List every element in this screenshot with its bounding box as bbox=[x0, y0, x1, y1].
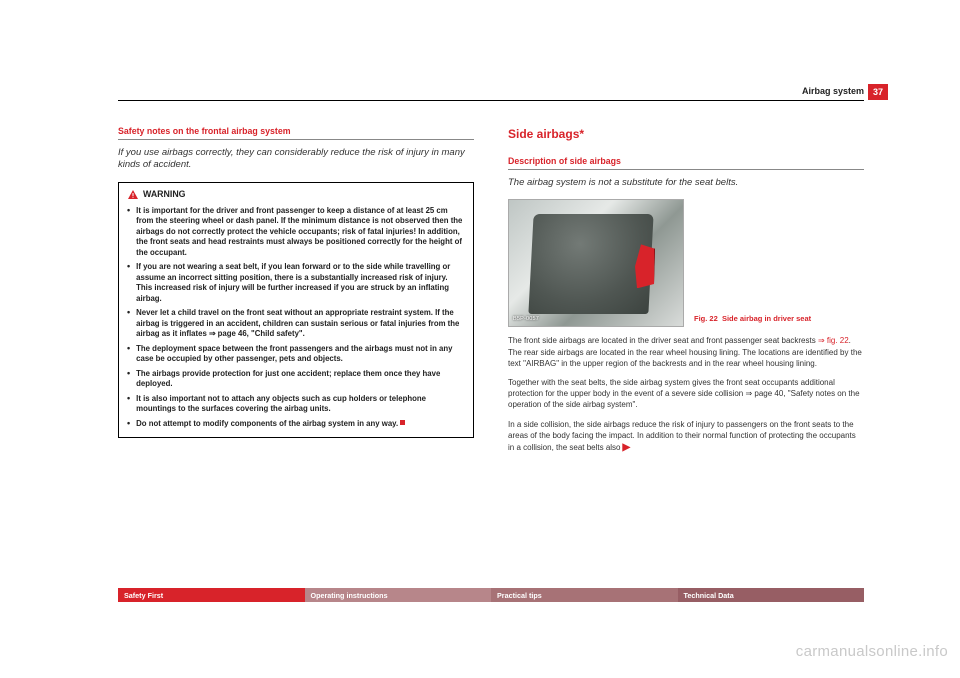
figure-image: B5P-0057 bbox=[508, 199, 684, 327]
warning-triangle-icon bbox=[127, 189, 139, 201]
seat-shape bbox=[528, 214, 653, 314]
footer-tabs: Safety First Operating instructions Prac… bbox=[118, 588, 864, 602]
warning-text: It is also important not to attach any o… bbox=[136, 394, 465, 415]
bullet-dot-icon: • bbox=[127, 308, 130, 340]
body-paragraph: In a side collision, the side airbags re… bbox=[508, 419, 864, 455]
warning-bullet: • It is also important not to attach any … bbox=[127, 394, 465, 415]
warning-bullet: • Do not attempt to modify components of … bbox=[127, 419, 465, 430]
figure-caption: Fig. 22 Side airbag in driver seat bbox=[694, 314, 814, 323]
warning-bullet: •If you are not wearing a seat belt, if … bbox=[127, 262, 465, 304]
content-columns: Safety notes on the frontal airbag syste… bbox=[118, 126, 864, 455]
bullet-dot-icon: • bbox=[127, 262, 130, 304]
figure-number: Fig. 22 bbox=[694, 314, 718, 323]
chapter-title: Airbag system bbox=[118, 86, 864, 96]
figure-crossref: ⇒ fig. 22 bbox=[818, 336, 849, 345]
right-column: Side airbags* Description of side airbag… bbox=[508, 126, 864, 455]
para-text: In a side collision, the side airbags re… bbox=[508, 420, 856, 452]
warning-bullet: •It is important for the driver and fron… bbox=[127, 206, 465, 259]
warning-text: It is important for the driver and front… bbox=[136, 206, 465, 259]
warning-bullet: • The deployment space between the front … bbox=[127, 344, 465, 365]
warning-text: The deployment space between the front p… bbox=[136, 344, 465, 365]
right-subsection-title: Description of side airbags bbox=[508, 156, 864, 170]
bullet-dot-icon: • bbox=[127, 394, 130, 415]
watermark: carmanualsonline.info bbox=[796, 643, 948, 660]
bullet-dot-icon: • bbox=[127, 206, 130, 259]
figure-image-code: B5P-0057 bbox=[513, 316, 539, 323]
warning-bullet: • The airbags provide protection for just… bbox=[127, 369, 465, 390]
footer-tab-operating: Operating instructions bbox=[305, 588, 492, 602]
bullet-dot-icon: • bbox=[127, 369, 130, 390]
warning-text: Never let a child travel on the front se… bbox=[136, 308, 465, 340]
page-content: Airbag system 37 Safety notes on the fro… bbox=[118, 100, 864, 600]
warning-text-inner: Do not attempt to modify components of t… bbox=[136, 419, 398, 428]
warning-text: If you are not wearing a seat belt, if y… bbox=[136, 262, 465, 304]
warning-label: WARNING bbox=[143, 189, 186, 201]
figure-22: B5P-0057 Fig. 22 Side airbag in driver s… bbox=[508, 199, 864, 327]
continue-arrow-icon: ▶ bbox=[623, 442, 631, 453]
end-square-icon bbox=[400, 420, 405, 425]
left-intro: If you use airbags correctly, they can c… bbox=[118, 147, 474, 172]
warning-header: WARNING bbox=[127, 189, 465, 201]
footer-tab-safety: Safety First bbox=[118, 588, 305, 602]
page-number-badge: 37 bbox=[868, 84, 888, 100]
left-column: Safety notes on the frontal airbag syste… bbox=[118, 126, 474, 455]
left-section-title: Safety notes on the frontal airbag syste… bbox=[118, 126, 474, 140]
warning-text: Do not attempt to modify components of t… bbox=[136, 419, 465, 430]
bullet-dot-icon: • bbox=[127, 419, 130, 430]
right-section-title: Side airbags* bbox=[508, 126, 864, 142]
warning-text: The airbags provide protection for just … bbox=[136, 369, 465, 390]
header-rule bbox=[118, 100, 864, 101]
figure-caption-text: Side airbag in driver seat bbox=[722, 314, 811, 323]
footer-tab-technical: Technical Data bbox=[678, 588, 865, 602]
right-intro: The airbag system is not a substitute fo… bbox=[508, 177, 864, 189]
warning-box: WARNING •It is important for the driver … bbox=[118, 182, 474, 439]
warning-bullet: •Never let a child travel on the front s… bbox=[127, 308, 465, 340]
bullet-dot-icon: • bbox=[127, 344, 130, 365]
body-paragraph: Together with the seat belts, the side a… bbox=[508, 377, 864, 411]
footer-tab-practical: Practical tips bbox=[491, 588, 678, 602]
body-paragraph: The front side airbags are located in th… bbox=[508, 335, 864, 369]
para-text: The front side airbags are located in th… bbox=[508, 336, 818, 345]
